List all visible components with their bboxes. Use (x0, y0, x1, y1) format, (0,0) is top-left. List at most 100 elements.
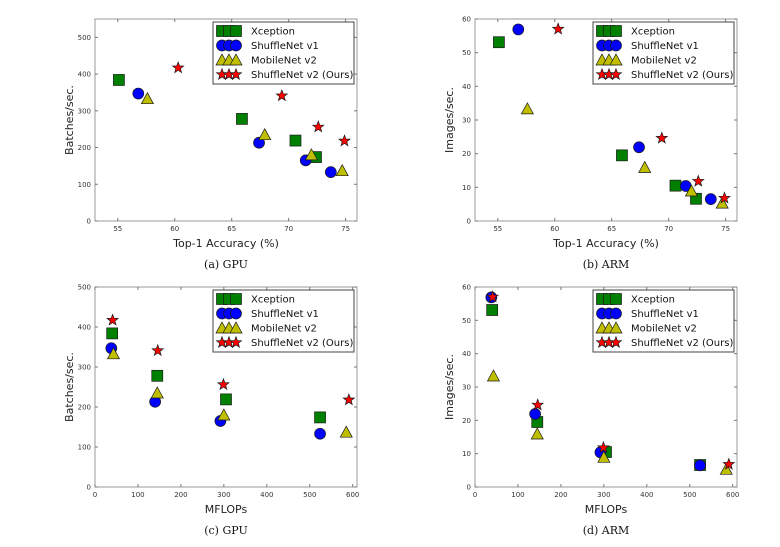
legend-marker (229, 53, 243, 66)
x-tick-label: 400 (260, 491, 273, 499)
data-point-mobilenet-v2 (217, 408, 231, 421)
subplot-3: 0 100 200 300 400 500 600 0 10 20 30 40 50 60 MFLOPs Im… (443, 284, 739, 538)
data-point-shufflenet-v1 (704, 193, 717, 205)
subplot-1: 55 60 65 70 75 0 10 20 30 40 50 60 Top-1 Accuracy (%… (443, 16, 738, 271)
legend-marker (230, 25, 242, 37)
x-tick-label: 65 (607, 225, 616, 233)
legend-marker (610, 39, 622, 52)
y-tick-label: 100 (78, 444, 91, 452)
legend-label: Xception (631, 27, 675, 38)
y-tick-label: 500 (78, 34, 91, 42)
data-point-shufflenet-v2-ours- (717, 191, 731, 204)
y-tick-label: 100 (78, 181, 91, 189)
x-tick-label: 500 (303, 491, 316, 499)
legend-label: MobileNet v2 (251, 56, 317, 67)
data-point-shufflenet-v1 (694, 459, 706, 472)
y-axis-label: Images/sec. (443, 87, 456, 153)
y-tick-label: 30 (462, 384, 471, 392)
x-tick-label: 300 (597, 491, 610, 499)
data-point-shufflenet-v2-ours- (342, 392, 356, 406)
data-point-mobilenet-v2 (339, 425, 353, 438)
data-point-mobilenet-v2 (638, 160, 652, 173)
data-point-shufflenet-v1 (633, 141, 645, 154)
data-point-mobilenet-v2 (520, 102, 534, 115)
legend-label: Xception (631, 295, 675, 306)
y-axis-label: Batches/sec. (63, 352, 76, 422)
x-axis-label: Top-1 Accuracy (%) (172, 237, 279, 250)
legend-marker (230, 293, 242, 305)
data-point-shufflenet-v1 (132, 87, 145, 100)
data-point-mobilenet-v2 (715, 196, 729, 209)
legend-marker (610, 293, 622, 305)
data-point-mobilenet-v2 (140, 91, 154, 105)
legend-marker (610, 25, 622, 37)
x-tick-label: 55 (493, 225, 502, 233)
y-tick-label: 60 (462, 284, 471, 292)
x-axis-label: Top-1 Accuracy (%) (552, 237, 659, 250)
x-tick-label: 500 (683, 491, 696, 499)
data-point-xception (669, 179, 682, 192)
data-point-xception (151, 369, 164, 382)
x-tick-label: 75 (721, 225, 730, 233)
data-point-xception (289, 134, 302, 147)
y-tick-label: 500 (78, 284, 91, 292)
legend-label: ShuffleNet v2 (Ours) (631, 338, 733, 349)
data-point-mobilenet-v2 (597, 450, 611, 463)
data-point-mobilenet-v2 (304, 148, 319, 161)
y-tick-label: 60 (462, 16, 471, 24)
y-tick-label: 40 (462, 350, 471, 358)
legend-marker (230, 307, 242, 320)
data-point-shufflenet-v1 (529, 408, 541, 420)
legend: Xception ShuffleNet v1 MobileNet v2 Shuffle… (592, 21, 735, 85)
data-point-shufflenet-v2-ours- (531, 398, 545, 411)
x-tick-label: 75 (341, 225, 350, 233)
x-tick-label: 100 (131, 491, 144, 499)
y-tick-label: 400 (78, 71, 91, 79)
data-point-shufflenet-v2-ours- (106, 313, 120, 326)
x-tick-label: 0 (93, 491, 97, 499)
x-tick-label: 55 (113, 225, 122, 233)
legend-label: MobileNet v2 (251, 324, 317, 335)
legend-marker (609, 335, 623, 349)
data-point-xception (236, 113, 248, 125)
legend-marker (229, 321, 243, 334)
x-tick-label: 600 (726, 491, 739, 499)
x-tick-label: 65 (227, 225, 236, 233)
y-tick-label: 200 (78, 144, 91, 152)
x-tick-label: 100 (511, 491, 524, 499)
data-point-mobilenet-v2 (486, 369, 501, 382)
legend-label: ShuffleNet v2 (Ours) (251, 70, 353, 81)
x-tick-label: 60 (170, 225, 179, 233)
legend-label: ShuffleNet v1 (631, 41, 699, 52)
data-point-shufflenet-v2-ours- (551, 22, 565, 35)
y-tick-label: 40 (462, 83, 471, 91)
legend-marker (229, 67, 243, 81)
legend-label: ShuffleNet v2 (Ours) (631, 70, 733, 81)
data-point-xception (616, 149, 628, 162)
data-point-mobilenet-v2 (684, 184, 699, 197)
x-tick-label: 200 (554, 491, 567, 499)
data-point-xception (113, 74, 125, 86)
data-point-shufflenet-v2-ours- (337, 134, 351, 147)
data-point-shufflenet-v2-ours- (722, 457, 736, 470)
x-axis-label: MFLOPs (585, 503, 628, 516)
legend-marker (609, 67, 623, 81)
legend-marker (230, 39, 242, 52)
x-tick-label: 60 (550, 225, 559, 233)
legend-label: ShuffleNet v2 (Ours) (251, 338, 353, 349)
y-tick-label: 10 (462, 184, 471, 192)
y-tick-label: 50 (462, 49, 471, 57)
subplot-caption: (d) ARM (583, 524, 630, 537)
y-axis-label: Batches/sec. (63, 85, 76, 155)
subplot-caption: (a) GPU (204, 258, 248, 271)
legend-label: ShuffleNet v1 (631, 309, 699, 320)
data-point-shufflenet-v2-ours- (311, 120, 325, 133)
y-tick-label: 0 (467, 484, 471, 492)
x-tick-label: 70 (664, 225, 673, 233)
data-point-shufflenet-v1 (314, 427, 326, 440)
y-tick-label: 300 (78, 364, 91, 372)
legend-marker (610, 307, 622, 320)
data-point-mobilenet-v2 (150, 386, 164, 399)
data-point-mobilenet-v2 (258, 127, 272, 141)
